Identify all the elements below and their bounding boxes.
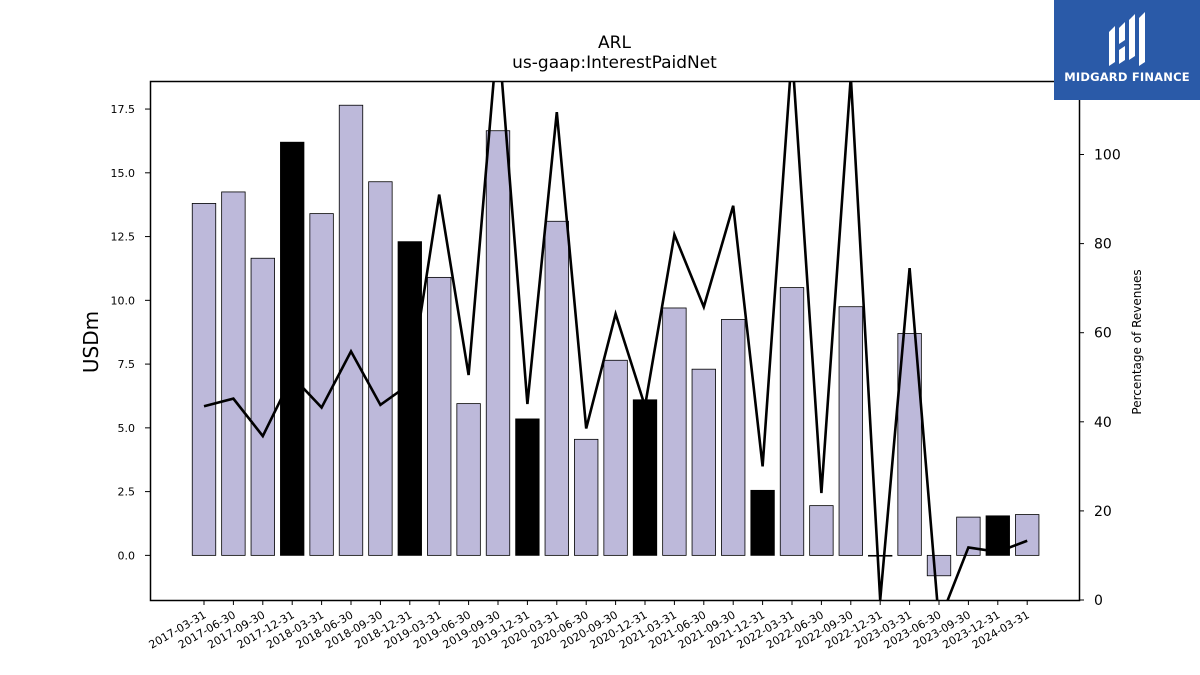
bar	[662, 307, 687, 556]
bar	[985, 515, 1010, 556]
plot-frame	[149, 80, 1081, 602]
y2-axis-label: Percentage of Revenues	[1130, 269, 1144, 414]
bar	[779, 287, 805, 556]
bar	[691, 368, 716, 556]
y-axis-label: USDm	[79, 311, 103, 373]
bar	[544, 220, 569, 556]
y-tick-label: 7.5	[118, 358, 136, 371]
y2-tick-label: 60	[1094, 326, 1112, 342]
chart-title: ARL	[598, 33, 631, 53]
y-tick-label: 5.0	[118, 422, 136, 435]
bar	[485, 130, 511, 556]
y-tick-label: 2.5	[118, 486, 136, 499]
bar	[926, 554, 952, 577]
y-tick-label: 10.0	[111, 294, 136, 307]
bar	[809, 505, 834, 556]
bar	[191, 203, 217, 556]
logo-mark-icon	[1109, 12, 1145, 66]
bar	[603, 359, 628, 556]
logo-text: MIDGARD FINANCE	[1064, 70, 1190, 84]
y2-tick-label: 40	[1094, 415, 1112, 431]
y2-tick-label: 100	[1094, 148, 1121, 164]
bar	[868, 554, 893, 557]
midgard-finance-logo: MIDGARD FINANCE	[1054, 0, 1200, 100]
bar	[515, 418, 540, 556]
bar	[632, 399, 658, 556]
bar	[397, 241, 422, 556]
y-tick-label: 15.0	[111, 167, 136, 180]
y2-tick-label: 20	[1094, 504, 1112, 520]
bar	[427, 276, 452, 556]
y-tick-label: 12.5	[111, 231, 136, 244]
bar	[338, 104, 364, 556]
bar	[456, 403, 481, 556]
y-tick-label: 0.0	[118, 549, 136, 562]
y2-tick-label: 80	[1094, 237, 1112, 253]
bar	[309, 213, 334, 556]
series-line	[203, 81, 1028, 600]
bar	[368, 181, 393, 556]
bar	[1015, 514, 1040, 556]
bar	[750, 489, 775, 556]
bar	[221, 191, 246, 556]
bar	[721, 319, 746, 556]
bar	[280, 141, 305, 556]
chart-subtitle: us-gaap:InterestPaidNet	[512, 53, 717, 73]
bar	[838, 306, 863, 556]
bar	[574, 438, 599, 556]
bar	[956, 516, 981, 556]
y-tick-label: 17.5	[111, 103, 136, 116]
bar	[250, 257, 275, 556]
y2-tick-label: 0	[1094, 593, 1103, 609]
bar	[897, 333, 922, 556]
